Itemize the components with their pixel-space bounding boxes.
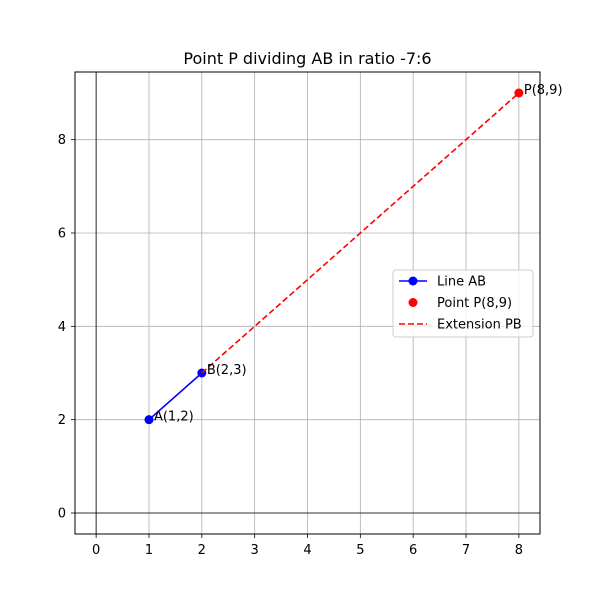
x-tick-label: 6 (409, 543, 417, 558)
legend-box (392, 269, 534, 338)
y-tick-label: 2 (58, 413, 66, 428)
series-line (148, 372, 203, 421)
point-annotations: A(1,2) B(2,3) P(8,9) (154, 83, 563, 425)
legend: Line AB Point P(8,9) Extension PB (392, 269, 534, 338)
x-tick-label: 4 (303, 543, 311, 558)
zero-axis-lines (75, 72, 540, 534)
series-2 (201, 92, 520, 374)
legend-marker (408, 298, 418, 307)
chart-title: Point P dividing AB in ratio -7:6 (183, 49, 431, 68)
y-tick-label: 0 (58, 507, 66, 522)
legend-label: Extension PB (437, 318, 522, 333)
series-line (201, 92, 520, 374)
x-tick-label: 0 (92, 543, 100, 558)
data-point (144, 415, 154, 425)
x-tick-label: 8 (515, 543, 523, 558)
x-axis-ticks: 0 1 2 3 4 5 6 7 8 (92, 534, 523, 558)
legend-label: Point P(8,9) (437, 296, 512, 311)
point-label: P(8,9) (524, 83, 563, 98)
legend-entry: Point P(8,9) (408, 296, 512, 311)
x-tick-label: 5 (356, 543, 364, 558)
plot-series (144, 88, 524, 425)
legend-entry: Line AB (399, 275, 486, 290)
x-tick-label: 2 (198, 543, 206, 558)
y-axis-ticks: 0 2 4 6 8 (58, 133, 75, 522)
x-tick-label: 3 (251, 543, 259, 558)
legend-entry: Extension PB (399, 318, 522, 333)
y-tick-label: 8 (58, 133, 66, 148)
y-tick-label: 4 (58, 320, 66, 335)
x-tick-label: 1 (145, 543, 153, 558)
legend-label: Line AB (437, 275, 486, 290)
point-label: A(1,2) (154, 410, 194, 425)
y-tick-label: 6 (58, 227, 66, 242)
point-label: B(2,3) (207, 363, 247, 378)
legend-marker (408, 276, 418, 286)
x-tick-label: 7 (462, 543, 470, 558)
